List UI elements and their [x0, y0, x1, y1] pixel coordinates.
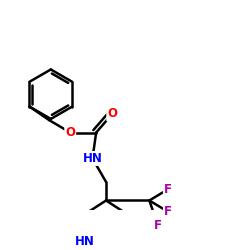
Text: HN: HN: [82, 152, 102, 165]
Text: HN: HN: [75, 235, 95, 248]
Text: F: F: [164, 183, 172, 196]
Text: O: O: [65, 126, 75, 139]
Text: F: F: [164, 205, 172, 218]
Text: F: F: [154, 219, 162, 232]
Text: O: O: [107, 108, 117, 120]
